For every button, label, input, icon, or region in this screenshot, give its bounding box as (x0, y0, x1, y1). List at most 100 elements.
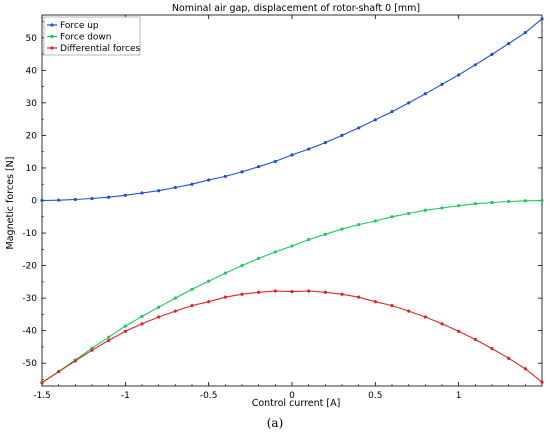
series-1-point (224, 175, 227, 178)
series-3-point (174, 310, 177, 313)
series-2-point (507, 200, 510, 203)
series-2-point (524, 199, 527, 202)
series-3-point (340, 293, 343, 296)
series-3-point (74, 359, 77, 362)
series-1-point (90, 197, 93, 200)
series-1-point (374, 118, 377, 121)
plot-frame (42, 15, 542, 386)
y-tick-label: 30 (26, 99, 38, 109)
series-2-point (190, 288, 193, 291)
series-3-point (90, 349, 93, 352)
legend-entry: Force up (60, 21, 99, 31)
series-1-point (124, 194, 127, 197)
series-3-point (357, 296, 360, 299)
series-line-3 (42, 291, 542, 383)
series-1-point (524, 31, 527, 34)
series-1-point (290, 153, 293, 156)
series-3-point (374, 300, 377, 303)
series-2-point (107, 336, 110, 339)
x-tick-label: -0.5 (200, 391, 218, 401)
series-1-point (357, 126, 360, 129)
series-1-point (424, 92, 427, 95)
series-2-point (157, 306, 160, 309)
legend-marker (50, 46, 53, 49)
series-2-point (290, 244, 293, 247)
series-3-point (424, 315, 427, 318)
legend-entry: Force down (60, 33, 112, 43)
legend-entry: Differential forces (60, 44, 140, 54)
series-2-point (424, 209, 427, 212)
x-tick-label: -1 (121, 391, 130, 401)
series-2-point (374, 219, 377, 222)
series-2-point (440, 206, 443, 209)
x-tick-label: 0.5 (368, 391, 382, 401)
y-tick-label: 50 (26, 34, 38, 44)
series-2-point (407, 212, 410, 215)
series-1-point (324, 141, 327, 144)
series-2-point (174, 297, 177, 300)
series-1-point (207, 178, 210, 181)
series-2-point (274, 250, 277, 253)
x-tick-label: -1.5 (33, 391, 51, 401)
series-1-point (474, 63, 477, 66)
series-1-point (407, 101, 410, 104)
figure-caption: (a) (0, 416, 550, 430)
series-1-point (440, 83, 443, 86)
y-tick-label: -50 (22, 359, 37, 369)
series-3-point (490, 347, 493, 350)
series-3-point (107, 339, 110, 342)
series-3-point (240, 293, 243, 296)
series-2-point (224, 271, 227, 274)
series-1-point (340, 134, 343, 137)
series-3-point (307, 289, 310, 292)
series-3-point (207, 300, 210, 303)
series-3-point (274, 289, 277, 292)
y-tick-label: -30 (22, 294, 37, 304)
series-2-point (240, 264, 243, 267)
series-2-point (140, 315, 143, 318)
series-3-point (257, 291, 260, 294)
series-3-point (124, 330, 127, 333)
legend-marker (50, 35, 53, 38)
series-1-point (540, 17, 543, 20)
series-3-point (290, 290, 293, 293)
series-3-point (474, 338, 477, 341)
series-1-point (307, 147, 310, 150)
y-tick-label: -20 (22, 262, 37, 272)
series-2-point (124, 325, 127, 328)
series-3-point (457, 330, 460, 333)
x-tick-label: 1 (456, 391, 462, 401)
legend: Force up Force downDifferential forces (44, 17, 140, 55)
series-3-point (40, 381, 43, 384)
series-3-point (57, 370, 60, 373)
series-1-point (257, 165, 260, 168)
magnetic-forces-chart: -50 -40 -30 -20 -10 0 10 20 30 40 50 -1.5 -1 -0.5 0 0.5… (0, 0, 550, 420)
series-2-point (490, 201, 493, 204)
series-3-point (390, 304, 393, 307)
series-3-point (190, 304, 193, 307)
y-tick-label: 20 (26, 131, 38, 141)
series-3-point (157, 315, 160, 318)
y-tick-label: 40 (26, 66, 38, 76)
series-3-point (540, 380, 543, 383)
series-2-point (207, 280, 210, 283)
series-3-point (507, 357, 510, 360)
series-1-point (40, 199, 43, 202)
series-3-point (140, 322, 143, 325)
series-3-point (440, 322, 443, 325)
chart-title: Nominal air gap, displacement of rotor-s… (172, 3, 420, 14)
y-tick-label: -10 (22, 229, 37, 239)
series-1-point (190, 183, 193, 186)
series-2-point (257, 257, 260, 260)
series-2-point (307, 238, 310, 241)
series-2-point (357, 223, 360, 226)
series-1-point (57, 199, 60, 202)
series-3-point (407, 310, 410, 313)
series-1-point (107, 196, 110, 199)
series-1-point (74, 198, 77, 201)
series-1-point (390, 110, 393, 113)
series-2-point (474, 202, 477, 205)
series-1-point (174, 186, 177, 189)
y-tick-label: 10 (26, 164, 38, 174)
series-1-point (457, 73, 460, 76)
